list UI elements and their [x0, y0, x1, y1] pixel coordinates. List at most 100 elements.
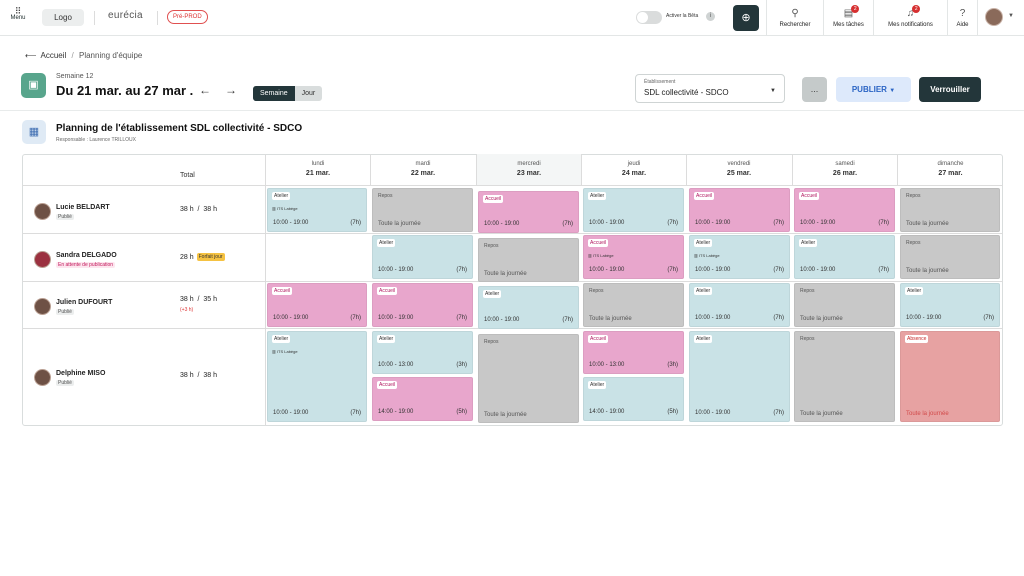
- day-header-sun: dimanche 27 mar.: [897, 154, 1003, 185]
- total-done: 38 h: [180, 206, 194, 213]
- breadcrumb-home[interactable]: Accueil: [40, 51, 67, 60]
- shift-type: Accueil: [377, 287, 398, 295]
- env-badge: Pré-PROD: [167, 10, 208, 24]
- shift-type: Accueil: [377, 381, 398, 389]
- lock-button[interactable]: Verrouiller: [919, 77, 981, 102]
- shift-card[interactable]: Accueil 10:00 - 19:00 (7h): [372, 283, 473, 327]
- shift-allday: Toute la journée: [800, 316, 843, 322]
- shift-card[interactable]: Repos Toute la journée: [583, 283, 684, 327]
- shift-card[interactable]: Accueil ▥ ITS Labège 10:00 - 19:00 (7h): [583, 235, 684, 279]
- shift-type: Atelier: [588, 381, 607, 389]
- shift-card[interactable]: Repos Toute la journée: [478, 238, 579, 282]
- shift-duration: (3h): [667, 362, 678, 368]
- establishment-value: SDL collectivité - SDCO: [644, 88, 729, 97]
- building-icon: ▥: [588, 253, 592, 258]
- day-name: dimanche: [937, 161, 964, 167]
- day-date: 27 mar.: [938, 170, 963, 177]
- shift-card[interactable]: Absence Toute la journée: [900, 331, 1000, 422]
- shift-card[interactable]: Repos Toute la journée: [372, 188, 473, 232]
- shift-card[interactable]: Atelier 10:00 - 19:00 (7h): [478, 286, 579, 329]
- shift-card[interactable]: Accueil 10:00 - 19:00 (7h): [794, 188, 895, 232]
- shift-time: 10:00 - 19:00: [906, 315, 942, 321]
- employee-name: Sandra DELGADO: [56, 252, 117, 259]
- status-badge: Publié: [56, 380, 74, 386]
- tasks-label: Mes tâches: [833, 22, 864, 28]
- shift-type: Atelier: [272, 335, 291, 343]
- back-arrow-icon[interactable]: ⟵: [25, 51, 37, 60]
- shift-card[interactable]: Atelier ▥ ITS Labège 10:00 - 19:00 (7h): [267, 188, 367, 232]
- shift-card[interactable]: Accueil 14:00 - 19:00 (5h): [372, 377, 473, 421]
- week-number: Semaine 12: [56, 73, 94, 80]
- shift-card[interactable]: Atelier 10:00 - 19:00 (7h): [689, 331, 790, 422]
- view-day-tab[interactable]: Jour: [301, 90, 316, 97]
- establishment-select[interactable]: Établissement SDL collectivité - SDCO ▼: [635, 74, 785, 103]
- info-icon[interactable]: i: [706, 12, 715, 21]
- shift-duration: (7h): [562, 221, 573, 227]
- shift-type: Atelier: [377, 335, 396, 343]
- day-header-tue: mardi 22 mar.: [370, 154, 475, 185]
- shift-card[interactable]: Accueil 10:00 - 19:00 (7h): [478, 191, 579, 233]
- establishment-label: Établissement: [644, 79, 676, 85]
- shift-card[interactable]: Atelier ▥ ITS Labège 10:00 - 19:00 (7h): [689, 235, 790, 279]
- next-week-arrow-icon[interactable]: →: [225, 83, 237, 97]
- user-menu[interactable]: [977, 0, 1024, 36]
- shift-card[interactable]: Atelier 10:00 - 19:00 (7h): [583, 188, 684, 232]
- employee-total: 28 h Forfait jour: [180, 253, 225, 261]
- shift-card[interactable]: Repos Toute la journée: [794, 283, 895, 327]
- tasks-button[interactable]: ▤ 2 Mes tâches: [823, 0, 873, 36]
- employee-name: Lucie BELDART: [56, 204, 110, 211]
- forfait-badge: Forfait jour: [196, 253, 225, 261]
- shift-duration: (3h): [456, 362, 467, 368]
- shift-type: Repos: [484, 243, 499, 249]
- search-button[interactable]: ⚲ Rechercher: [766, 0, 823, 36]
- employee-name: Julien DUFOURT: [56, 299, 113, 306]
- avatar[interactable]: [985, 8, 1003, 26]
- chevron-down-icon[interactable]: ▼: [1008, 13, 1014, 19]
- shift-location: ▥ ITS Labège: [694, 253, 720, 258]
- day-name: jeudi: [627, 161, 641, 167]
- shift-card[interactable]: Accueil 10:00 - 19:00 (7h): [267, 283, 367, 327]
- shift-type: Atelier: [799, 239, 818, 247]
- shift-card[interactable]: Accueil 10:00 - 19:00 (7h): [689, 188, 790, 232]
- building-icon: ▥: [272, 206, 276, 211]
- shift-allday: Toute la journée: [906, 221, 949, 227]
- shift-card[interactable]: Atelier 14:00 - 19:00 (5h): [583, 377, 684, 421]
- status-badge: Publié: [56, 309, 74, 315]
- shift-card[interactable]: Repos Toute la journée: [900, 235, 1000, 279]
- publish-button[interactable]: PUBLIER ▼: [836, 77, 911, 102]
- shift-card[interactable]: Atelier ▥ ITS Labège 10:00 - 19:00 (7h): [267, 331, 367, 422]
- shift-card[interactable]: Repos Toute la journée: [900, 188, 1000, 232]
- employee-total: 38 h / 35 h (+3 h): [180, 296, 217, 313]
- shift-duration: (7h): [878, 220, 889, 226]
- shift-card[interactable]: Repos Toute la journée: [478, 334, 579, 423]
- shift-card[interactable]: Atelier 10:00 - 19:00 (7h): [794, 235, 895, 279]
- shift-time: 10:00 - 19:00: [695, 220, 731, 226]
- bell-icon: ♫ 2: [907, 5, 921, 19]
- view-week-tab[interactable]: Semaine: [253, 86, 295, 101]
- shift-card[interactable]: Atelier 10:00 - 19:00 (7h): [689, 283, 790, 327]
- menu-button[interactable]: ⠿ Menu: [6, 7, 30, 22]
- shift-time: 10:00 - 19:00: [273, 220, 309, 226]
- clipboard-icon: ▣: [21, 73, 46, 98]
- shift-card[interactable]: Atelier 10:00 - 19:00 (7h): [900, 283, 1000, 327]
- shift-card[interactable]: Repos Toute la journée: [794, 331, 895, 422]
- day-date: 26 mar.: [832, 170, 858, 177]
- shift-type: Atelier: [588, 192, 607, 200]
- shift-type: Atelier: [377, 239, 396, 247]
- shift-duration: (7h): [773, 410, 784, 416]
- shift-type: Repos: [589, 288, 604, 294]
- shift-duration: (7h): [878, 267, 889, 273]
- shift-type: Repos: [800, 288, 815, 294]
- shift-card[interactable]: Atelier 10:00 - 13:00 (3h): [372, 331, 473, 374]
- shift-card[interactable]: Atelier 10:00 - 19:00 (7h): [372, 235, 473, 279]
- shift-allday: Toute la journée: [906, 268, 949, 274]
- beta-toggle[interactable]: [636, 11, 662, 24]
- quick-action-button[interactable]: ⊕: [733, 5, 759, 31]
- prev-week-arrow-icon[interactable]: ←: [199, 83, 211, 97]
- help-button[interactable]: ? Aide: [947, 0, 977, 36]
- shift-card[interactable]: Accueil 10:00 - 13:00 (3h): [583, 331, 684, 374]
- shift-type: Atelier: [272, 192, 291, 200]
- more-button[interactable]: ...: [802, 77, 827, 102]
- notifications-button[interactable]: ♫ 2 Mes notifications: [873, 0, 947, 36]
- shift-duration: (5h): [456, 409, 467, 415]
